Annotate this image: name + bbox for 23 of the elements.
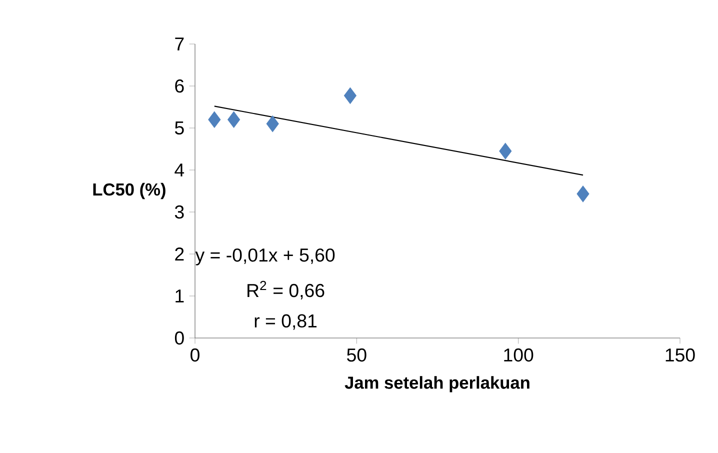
- point: [208, 111, 221, 128]
- x-tick-label: 150: [666, 348, 695, 362]
- point: [576, 186, 590, 202]
- point: [228, 111, 240, 128]
- x-tick-label: 0: [190, 348, 200, 362]
- point: [344, 87, 356, 104]
- y-tick-label: 4: [174, 164, 184, 176]
- y-tick-label: 5: [174, 121, 184, 135]
- x-axis-title: Jam setelah perlakuan: [344, 376, 530, 392]
- y-tick-label: 6: [175, 79, 184, 93]
- y-tick-label: 0: [174, 331, 184, 345]
- annotation: r = 0,81: [254, 314, 317, 330]
- x-tick-label: 50: [347, 348, 366, 362]
- y-tick-label: 2: [175, 247, 184, 261]
- y-axis-title: LC50 (%): [93, 182, 166, 200]
- y-tick-label: 3: [174, 205, 184, 219]
- point: [499, 142, 512, 160]
- y-tick-label: 1: [176, 290, 184, 302]
- point: [266, 116, 279, 132]
- x-tick-label: 100: [504, 348, 534, 362]
- y-tick-label: 7: [175, 38, 184, 50]
- annotation: y = -0,01x + 5,60: [195, 248, 335, 266]
- annotation: R$^{2}$ = 0,66: [248, 280, 324, 300]
